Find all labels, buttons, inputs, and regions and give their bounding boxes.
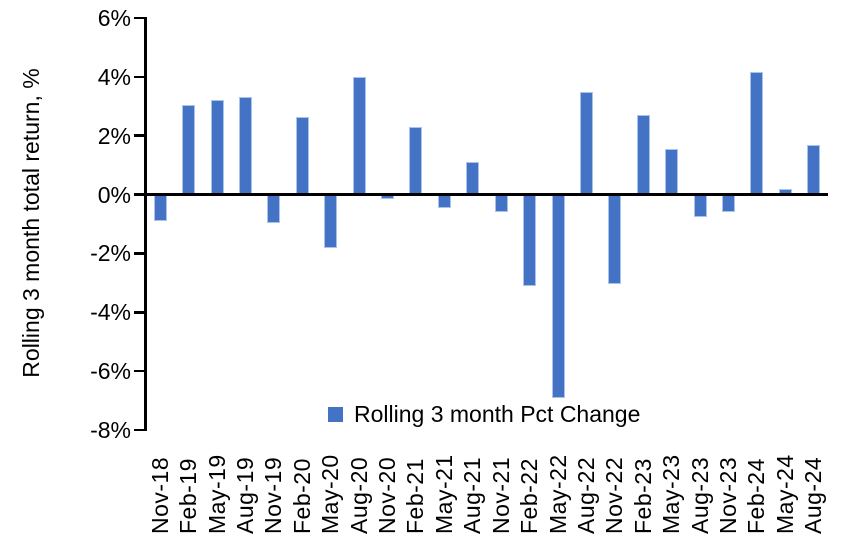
x-tick-label: Aug-24 [800, 456, 827, 534]
bar [182, 104, 196, 195]
bar [494, 194, 508, 213]
legend-swatch [328, 406, 343, 422]
bar [238, 97, 252, 195]
bar [437, 194, 451, 208]
bar [750, 72, 764, 195]
y-tick-label: 2% [97, 122, 131, 149]
bar [665, 148, 679, 195]
bar [579, 91, 593, 195]
x-tick-label: Feb-24 [743, 458, 770, 534]
bar [807, 144, 821, 195]
bar [636, 115, 650, 195]
x-tick-label: May-23 [658, 454, 685, 534]
legend-label: Rolling 3 month Pct Change [354, 400, 641, 427]
x-tick-label: Nov-19 [260, 456, 287, 534]
bar [722, 194, 736, 213]
bar [153, 194, 167, 222]
x-tick-label: May-19 [203, 454, 230, 534]
x-tick-label: May-22 [544, 454, 571, 534]
y-tick-label: -2% [90, 240, 131, 267]
x-tick-label: Nov-20 [374, 456, 401, 534]
x-tick-label: Feb-22 [516, 458, 543, 534]
x-tick-label: Nov-23 [715, 456, 742, 534]
bar [523, 194, 537, 286]
x-tick-label: Nov-21 [487, 456, 514, 534]
y-tick-mark [134, 134, 146, 137]
x-tick-label: Aug-21 [459, 456, 486, 534]
y-tick-mark [134, 16, 146, 20]
y-tick-mark [134, 75, 146, 79]
x-tick-label: Feb-20 [288, 458, 315, 534]
y-tick-label: 4% [97, 63, 131, 90]
bar [267, 194, 281, 223]
y-tick-mark [134, 369, 146, 373]
bar [210, 100, 224, 195]
bar [409, 126, 423, 195]
y-tick-label: -4% [90, 299, 131, 326]
x-axis-zero-line [146, 193, 828, 196]
bar [466, 162, 480, 195]
x-tick-label: Aug-23 [686, 456, 713, 534]
bar [352, 76, 366, 195]
bar [608, 194, 622, 285]
x-tick-label: May-24 [771, 454, 798, 534]
y-tick-mark [134, 428, 146, 432]
bar [693, 194, 707, 217]
legend: Rolling 3 month Pct Change [328, 400, 640, 428]
bar [551, 194, 565, 398]
y-tick-label: -6% [90, 358, 131, 385]
x-tick-label: Nov-18 [146, 456, 173, 534]
y-tick-label: -8% [90, 417, 131, 443]
y-tick-mark [134, 252, 146, 255]
y-tick-mark [134, 310, 146, 314]
x-tick-label: May-20 [317, 454, 344, 534]
y-axis-line [144, 16, 147, 432]
x-tick-label: Nov-22 [601, 456, 628, 534]
y-tick-mark [134, 193, 146, 196]
x-tick-label: Feb-23 [629, 458, 656, 534]
x-tick-label: Feb-19 [175, 458, 202, 534]
y-tick-label: 6% [97, 5, 131, 31]
x-tick-label: Aug-20 [345, 456, 372, 534]
y-axis-title: Rolling 3 month total return, % [18, 68, 44, 378]
x-tick-label: Aug-19 [231, 456, 258, 534]
x-tick-label: May-21 [430, 454, 457, 534]
bar [295, 116, 309, 195]
x-tick-label: Feb-21 [402, 458, 429, 534]
bar [324, 194, 338, 248]
y-tick-label: 0% [97, 181, 131, 208]
x-tick-label: Aug-22 [572, 456, 599, 534]
